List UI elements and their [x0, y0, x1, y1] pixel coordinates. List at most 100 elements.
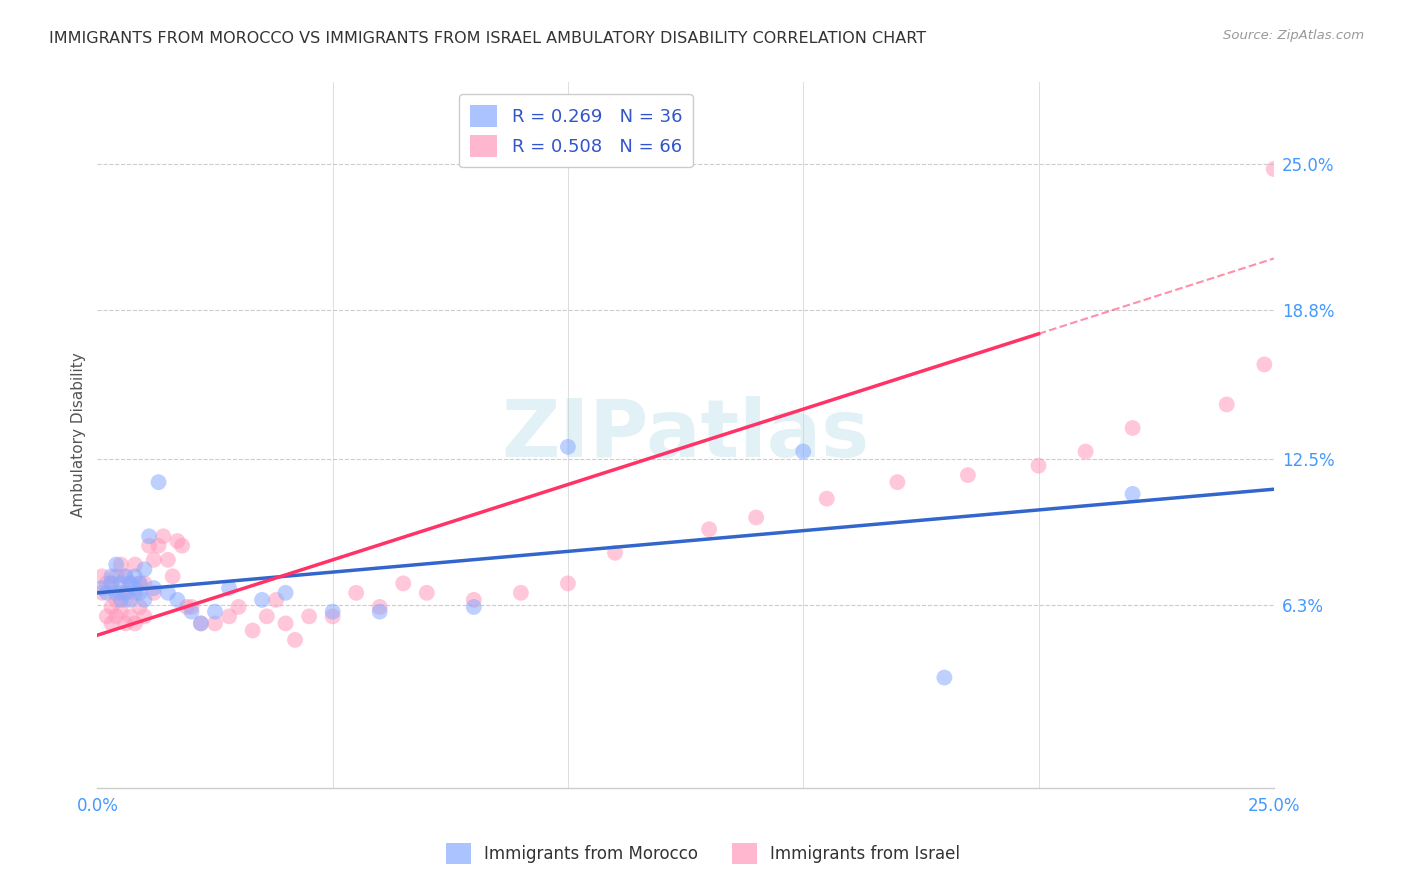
- Point: [557, 576, 579, 591]
- Point: [228, 599, 250, 614]
- Point: [100, 576, 122, 591]
- Point: [204, 605, 226, 619]
- Point: [218, 581, 240, 595]
- Text: Source: ZipAtlas.com: Source: ZipAtlas.com: [1223, 29, 1364, 42]
- Point: [124, 558, 146, 572]
- Point: [110, 605, 132, 619]
- Legend: R = 0.269   N = 36, R = 0.508   N = 66: R = 0.269 N = 36, R = 0.508 N = 66: [460, 95, 693, 168]
- Point: [96, 609, 118, 624]
- Point: [91, 581, 114, 595]
- Point: [1263, 161, 1285, 176]
- Point: [96, 576, 118, 591]
- Point: [142, 553, 165, 567]
- Point: [96, 586, 118, 600]
- Point: [124, 569, 146, 583]
- Point: [110, 576, 132, 591]
- Point: [128, 576, 150, 591]
- Point: [180, 599, 202, 614]
- Point: [697, 522, 720, 536]
- Point: [1074, 444, 1097, 458]
- Point: [298, 609, 321, 624]
- Point: [557, 440, 579, 454]
- Point: [392, 576, 415, 591]
- Legend: Immigrants from Morocco, Immigrants from Israel: Immigrants from Morocco, Immigrants from…: [439, 837, 967, 871]
- Point: [105, 593, 128, 607]
- Point: [256, 609, 278, 624]
- Point: [166, 593, 188, 607]
- Point: [274, 616, 297, 631]
- Point: [170, 539, 193, 553]
- Point: [100, 569, 122, 583]
- Point: [176, 599, 198, 614]
- Point: [152, 529, 174, 543]
- Point: [120, 609, 142, 624]
- Point: [344, 586, 367, 600]
- Point: [250, 593, 273, 607]
- Point: [368, 605, 391, 619]
- Point: [110, 558, 132, 572]
- Point: [114, 586, 136, 600]
- Point: [120, 576, 142, 591]
- Point: [138, 539, 160, 553]
- Point: [934, 671, 956, 685]
- Point: [190, 616, 212, 631]
- Point: [156, 553, 179, 567]
- Point: [322, 609, 344, 624]
- Point: [100, 576, 122, 591]
- Point: [148, 475, 170, 490]
- Point: [124, 586, 146, 600]
- Point: [114, 616, 136, 631]
- Point: [134, 593, 156, 607]
- Point: [134, 576, 156, 591]
- Point: [148, 539, 170, 553]
- Point: [463, 599, 485, 614]
- Point: [166, 534, 188, 549]
- Point: [100, 599, 122, 614]
- Point: [180, 605, 202, 619]
- Point: [322, 605, 344, 619]
- Point: [110, 593, 132, 607]
- Point: [886, 475, 908, 490]
- Point: [218, 609, 240, 624]
- Point: [120, 593, 142, 607]
- Point: [368, 599, 391, 614]
- Point: [91, 586, 114, 600]
- Point: [128, 586, 150, 600]
- Point: [509, 586, 531, 600]
- Point: [124, 616, 146, 631]
- Point: [128, 576, 150, 591]
- Point: [745, 510, 768, 524]
- Point: [128, 599, 150, 614]
- Point: [815, 491, 838, 506]
- Point: [100, 616, 122, 631]
- Point: [1216, 397, 1239, 411]
- Point: [264, 593, 287, 607]
- Point: [110, 586, 132, 600]
- Point: [956, 468, 979, 483]
- Point: [1122, 487, 1144, 501]
- Point: [124, 581, 146, 595]
- Y-axis label: Ambulatory Disability: Ambulatory Disability: [72, 352, 86, 517]
- Point: [463, 593, 485, 607]
- Point: [274, 586, 297, 600]
- Point: [142, 581, 165, 595]
- Point: [242, 624, 264, 638]
- Point: [105, 586, 128, 600]
- Point: [204, 616, 226, 631]
- Point: [603, 546, 626, 560]
- Point: [156, 586, 179, 600]
- Text: ZIPatlas: ZIPatlas: [502, 396, 870, 474]
- Point: [190, 616, 212, 631]
- Point: [120, 576, 142, 591]
- Point: [114, 593, 136, 607]
- Point: [284, 632, 307, 647]
- Point: [142, 586, 165, 600]
- Point: [134, 609, 156, 624]
- Text: IMMIGRANTS FROM MOROCCO VS IMMIGRANTS FROM ISRAEL AMBULATORY DISABILITY CORRELAT: IMMIGRANTS FROM MOROCCO VS IMMIGRANTS FR…: [49, 31, 927, 46]
- Point: [1122, 421, 1144, 435]
- Point: [105, 558, 128, 572]
- Point: [792, 444, 814, 458]
- Point: [105, 609, 128, 624]
- Point: [416, 586, 439, 600]
- Point: [138, 529, 160, 543]
